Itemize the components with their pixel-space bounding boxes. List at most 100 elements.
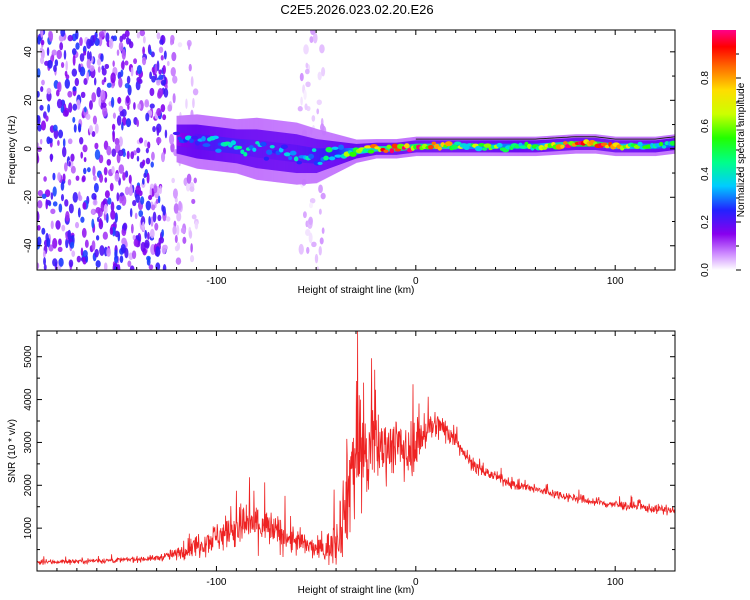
- spectrogram-noise-blob: [37, 124, 42, 132]
- colorbar-tick-label: 0.2: [700, 215, 711, 229]
- spectrogram-noise-blob: [94, 248, 99, 258]
- spectrogram-noise-blob: [164, 129, 168, 139]
- spectrogram-band-mid: [325, 148, 327, 162]
- spectrogram-band-mid: [194, 133, 196, 149]
- spectrogram-noise-blob: [129, 182, 133, 193]
- spectrogram-band-blob: [317, 161, 323, 165]
- spectrogram-noise-blob: [41, 227, 46, 235]
- spectrogram-noise-blob: [83, 167, 87, 175]
- spectrogram-band-blob: [266, 149, 273, 155]
- spectrogram-noise-blob: [305, 62, 309, 69]
- spectrogram-band-mid: [543, 143, 545, 149]
- spectrogram-noise-blob: [118, 77, 123, 88]
- spectrogram-noise-blob: [160, 104, 166, 113]
- spectrogram-noise-blob: [151, 204, 156, 211]
- spectrogram-band-blob: [323, 155, 329, 161]
- spectrogram-noise-blob: [118, 164, 125, 174]
- spectrogram-noise-blob: [37, 154, 40, 164]
- spectrogram-noise-blob: [114, 254, 119, 264]
- spectrogram-noise-blob: [72, 191, 78, 203]
- spectrogram-noise-blob: [151, 151, 155, 161]
- spectrogram-noise-blob: [136, 64, 142, 75]
- spectrogram-band-mid: [327, 148, 329, 162]
- spectrogram-band-mid: [263, 140, 265, 159]
- spectrogram-noise-blob: [37, 91, 40, 98]
- spectrogram-noise-blob: [172, 225, 177, 235]
- spectrogram-band-blob: [338, 144, 344, 150]
- spectrogram-noise-blob: [72, 86, 77, 92]
- spectrogram-band-mid: [202, 134, 204, 150]
- spectrogram-noise-blob: [170, 142, 175, 153]
- spectrogram-band-blob: [560, 144, 565, 149]
- spectrogram-noise-blob: [158, 46, 164, 54]
- spectrogram-noise-blob: [159, 185, 163, 194]
- spectrogram-noise-blob: [68, 161, 71, 167]
- spectrogram-noise-blob: [119, 110, 125, 117]
- spectrogram-band-mid: [370, 146, 373, 153]
- spectrogram-noise-blob: [143, 172, 147, 179]
- spectrogram-band-mid: [662, 142, 664, 149]
- spectrogram-noise-blob: [93, 175, 97, 182]
- spectrogram-noise-blob: [64, 162, 68, 172]
- spectrogram-noise-blob: [127, 260, 132, 268]
- spectrogram-band-blob: [259, 141, 267, 147]
- spectrogram-noise-blob: [149, 87, 155, 97]
- snr-xtick-label: 0: [413, 577, 419, 588]
- spectrogram-band-mid: [301, 145, 303, 163]
- colorbar-axes: 0.0 0.2 0.4 0.6 0.8: [700, 53, 741, 277]
- spectrogram-band-mid: [318, 148, 320, 164]
- spectrogram-band-blob: [194, 140, 201, 146]
- spectrogram-noise-blob: [121, 121, 124, 131]
- spectrogram-band-blob: [349, 151, 357, 157]
- spectrogram-band-mid: [314, 148, 316, 164]
- spectrogram-noise-blob: [171, 177, 175, 184]
- spectrogram-noise-blob: [69, 241, 75, 249]
- spectrogram-noise-blob: [68, 102, 73, 113]
- spectrogram-noise-blob: [61, 146, 67, 158]
- spectrogram-band-mid: [262, 140, 264, 159]
- colorbar-tick-label: 0.0: [700, 263, 711, 277]
- spectrogram-band-mid: [200, 134, 202, 150]
- spectrogram-band-mid: [372, 146, 375, 152]
- spectrogram-noise-blob: [79, 66, 86, 77]
- spectrogram-band-blob: [562, 141, 568, 145]
- spectrogram-band-mid: [330, 148, 332, 161]
- spectrogram-noise-blob: [147, 256, 151, 263]
- spectrogram-noise-blob: [156, 60, 160, 72]
- spectrogram-noise-blob: [50, 208, 56, 215]
- spectrogram-noise-blob: [124, 82, 130, 89]
- spectrogram-noise-blob: [37, 68, 41, 78]
- spectrogram-noise-blob: [156, 79, 161, 86]
- spectrogram-noise-blob: [68, 203, 74, 214]
- spectrogram-noise-blob: [40, 39, 45, 46]
- spectrogram-noise-blob: [119, 255, 124, 263]
- spectrogram-noise-blob: [99, 245, 105, 256]
- spectrogram-noise-blob: [52, 238, 58, 249]
- spectrogram-band-mid: [259, 140, 261, 158]
- spectrogram-ytick-label: -40: [23, 238, 34, 253]
- spectrogram-band-mid: [285, 143, 287, 162]
- spectrogram-noise-blob: [121, 33, 127, 40]
- spectrogram-noise-blob: [141, 56, 147, 66]
- spectrogram-band-mid: [321, 148, 323, 163]
- spectrogram-noise-blob: [144, 229, 148, 239]
- spectrogram-band-blob: [427, 144, 434, 150]
- spectrogram-noise-blob: [305, 81, 311, 88]
- spectrogram-noise-blob: [190, 243, 193, 253]
- spectrogram-noise-blob: [145, 200, 151, 211]
- spectrogram-noise-blob: [79, 53, 85, 62]
- spectrogram-noise-blob: [104, 177, 108, 183]
- spectrogram-noise-blob: [170, 34, 175, 43]
- spectrogram-band-mid: [373, 146, 376, 152]
- spectrogram-noise-blob: [85, 255, 89, 263]
- spectrogram-noise-blob: [308, 232, 313, 244]
- spectrogram-noise-blob: [311, 241, 317, 248]
- spectrogram-noise-blob: [128, 41, 134, 49]
- snr-xtick-label: -100: [206, 577, 226, 588]
- colorbar-label: Normalized spectral amplitude: [736, 82, 747, 217]
- spectrogram-noise-blob: [172, 188, 178, 199]
- spectrogram-band-mid: [283, 143, 285, 161]
- spectrogram-band-mid: [296, 144, 298, 163]
- spectrogram-noise-blob: [46, 47, 50, 56]
- spectrogram-band-mid: [205, 134, 207, 151]
